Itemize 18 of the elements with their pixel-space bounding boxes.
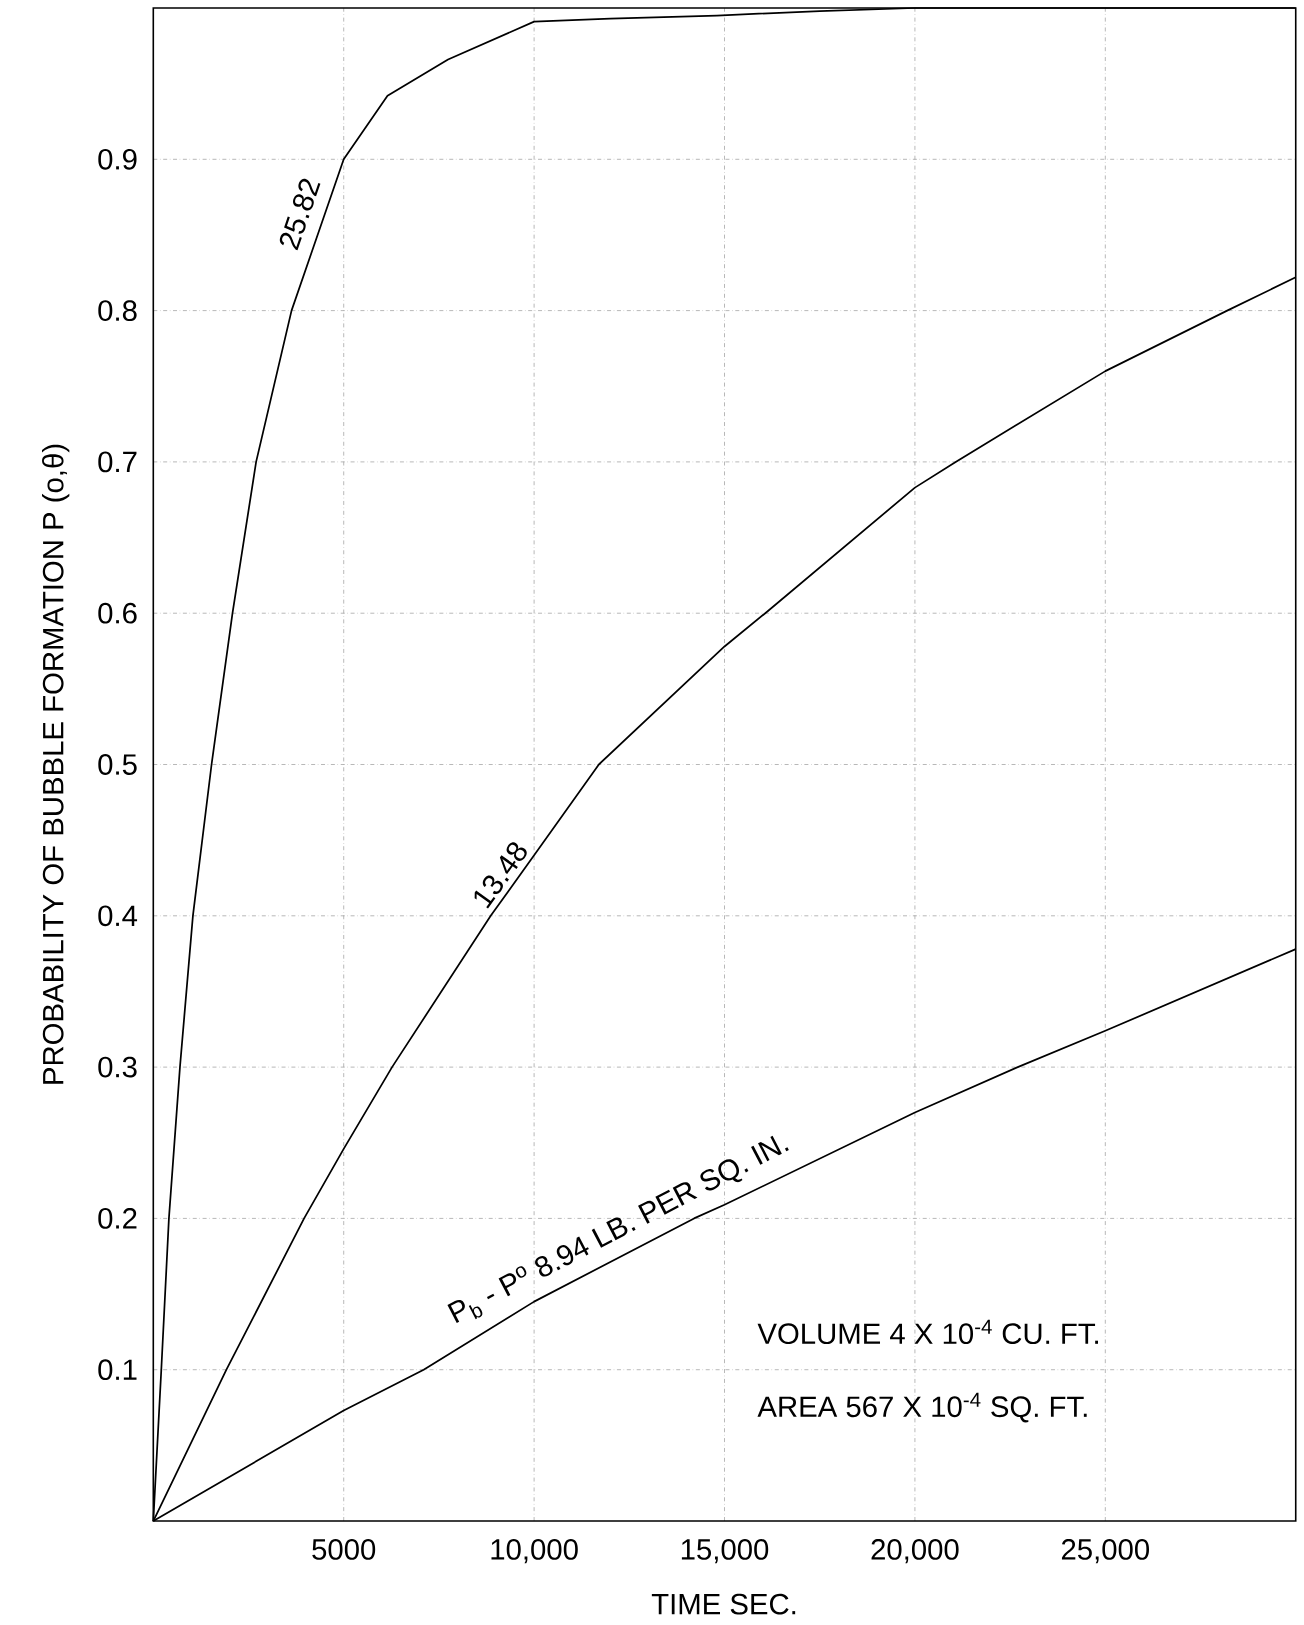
y-tick-label: 0.2 — [98, 1208, 137, 1229]
y-axis-title: PROBABILITY OF BUBBLE FORMATION P (o,θ) — [42, 444, 70, 1084]
y-tick-label: 0.6 — [98, 602, 137, 624]
annotation: 25.82 — [279, 178, 321, 251]
y-tick-label: 0.8 — [98, 300, 137, 321]
x-tick-label: 5000 — [312, 1539, 376, 1560]
y-tick-label: 0.7 — [98, 451, 137, 473]
y-tick-label: 0.1 — [98, 1359, 137, 1381]
y-tick-label: 0.4 — [98, 905, 138, 927]
y-tick-label: 0.5 — [98, 754, 137, 775]
annotation: AREA 567 X 10$^{-4}$ SQ. FT. — [757, 1392, 1087, 1423]
x-tick-label: 10,000 — [491, 1539, 578, 1564]
x-tick-label: 15,000 — [682, 1539, 769, 1564]
y-tick-label: 0.9 — [98, 148, 137, 170]
x-axis-title: TIME SEC. — [652, 1593, 796, 1615]
y-tick-label: 0.3 — [98, 1056, 137, 1078]
x-tick-label: 20,000 — [871, 1539, 959, 1564]
x-tick-label: 25,000 — [1062, 1539, 1150, 1564]
